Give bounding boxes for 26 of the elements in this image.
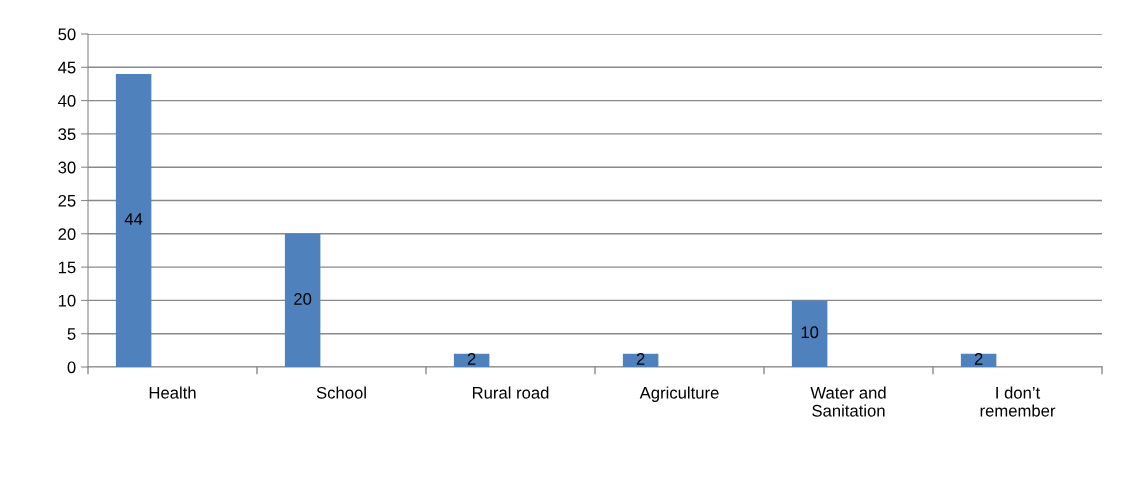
data-label: 44 [124,213,143,225]
bar [284,233,321,367]
y-tick-label: 10 [58,294,76,307]
y-tick-label: 5 [67,328,76,340]
x-tick-label: Health [149,386,196,399]
bar [115,73,152,367]
y-tick-label: 15 [58,261,76,274]
data-label: 2 [467,353,476,365]
data-label: 2 [974,353,983,365]
x-tick-label: Water and Sanitation [810,386,886,417]
y-tick-label: 0 [67,361,76,374]
y-tick-label: 30 [58,161,76,174]
data-label: 20 [294,293,312,305]
x-tick-label: Agriculture [639,386,719,402]
x-tick-label: School [316,386,366,399]
bar [791,300,828,367]
y-tick-label: 20 [58,228,76,240]
x-tick-label: I don’t remember [980,386,1056,417]
data-label: 2 [636,353,645,365]
y-tick-label: 35 [58,128,76,141]
y-tick-label: 40 [58,95,76,107]
y-tick-label: 25 [58,194,76,207]
data-label: 10 [801,326,819,339]
x-tick-label: Rural road [472,386,549,399]
y-tick-label: 50 [58,28,76,41]
y-tick-label: 45 [58,61,76,74]
